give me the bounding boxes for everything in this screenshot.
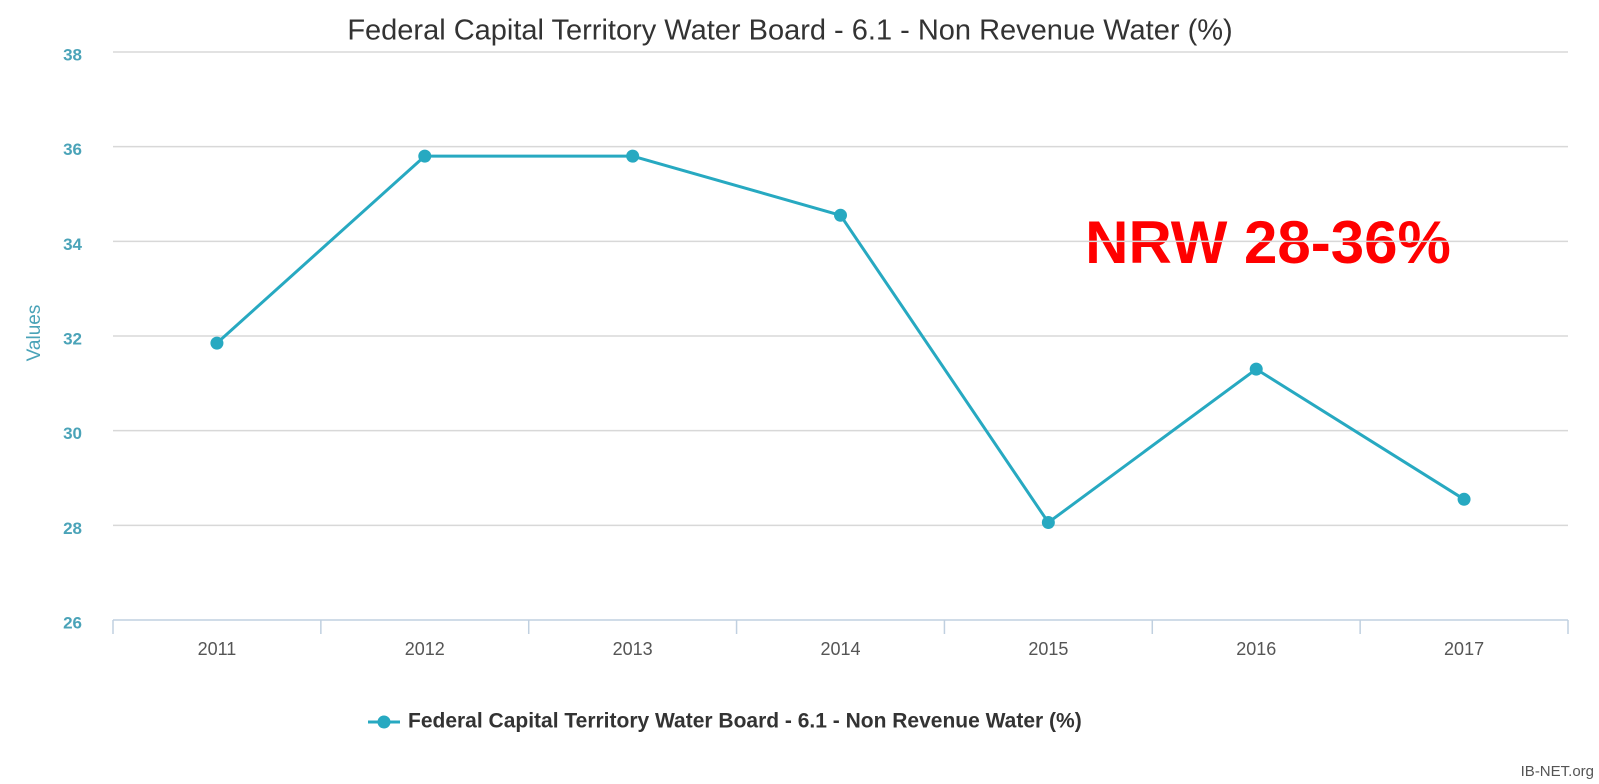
x-tick-label: 2015 <box>1028 639 1068 659</box>
data-point <box>834 208 847 222</box>
y-tick-label: 28 <box>63 519 82 538</box>
x-tick-label: 2016 <box>1236 639 1276 659</box>
data-point <box>1249 362 1263 376</box>
annotation: NRW 28-36% <box>1085 209 1451 276</box>
data-point <box>1041 515 1055 529</box>
data-point <box>1457 492 1471 506</box>
y-tick-label: 36 <box>63 140 82 159</box>
y-tick-label: 34 <box>63 235 82 254</box>
x-tick-label: 2013 <box>613 639 653 659</box>
data-point <box>418 149 432 163</box>
data-point <box>210 336 224 350</box>
legend-swatch-dot <box>377 715 391 729</box>
chart-title: Federal Capital Territory Water Board - … <box>347 15 1232 47</box>
y-tick-label: 32 <box>63 329 82 348</box>
x-tick-label: 2014 <box>820 639 860 659</box>
x-tick-label: 2011 <box>198 639 237 659</box>
legend-label: Federal Capital Territory Water Board - … <box>408 710 1082 733</box>
y-tick-label: 26 <box>63 613 82 632</box>
y-tick-label: 30 <box>63 424 82 443</box>
x-tick-label: 2017 <box>1444 639 1484 659</box>
data-point <box>626 149 640 163</box>
source: IB-NET.org <box>1521 763 1594 780</box>
y-tick-label: 38 <box>63 45 82 64</box>
x-tick-label: 2012 <box>405 639 445 659</box>
y-axis-title: Values <box>24 305 45 362</box>
